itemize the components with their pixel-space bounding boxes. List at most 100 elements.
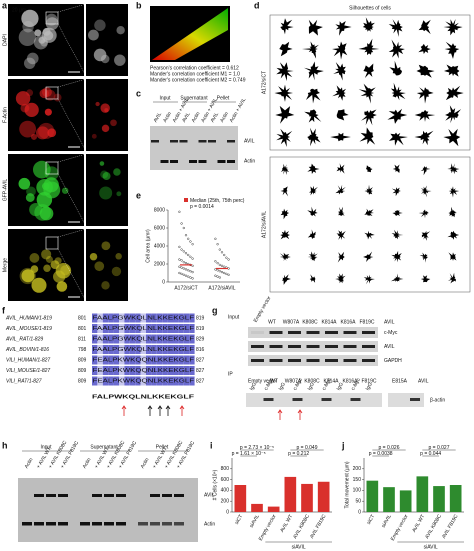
point — [218, 276, 221, 279]
x-tick-label: siCT — [234, 514, 244, 526]
cell-silhouette — [280, 18, 294, 35]
residue-box — [113, 313, 119, 323]
cell-silhouette — [444, 41, 460, 59]
band — [208, 140, 216, 143]
bar — [366, 480, 379, 512]
zoom-line — [57, 153, 87, 163]
point — [189, 276, 192, 279]
band — [170, 160, 178, 163]
residue-box — [129, 334, 136, 344]
roi-box — [45, 86, 59, 100]
mutation-arrow — [179, 405, 185, 416]
band — [410, 398, 420, 401]
residue-box — [146, 334, 152, 344]
residue-box — [129, 355, 136, 365]
cell — [45, 17, 59, 30]
point — [216, 269, 219, 272]
channel-label: DAPI — [2, 34, 8, 46]
residue-box — [189, 366, 195, 375]
residue-box — [102, 376, 109, 386]
residue-box — [113, 355, 119, 365]
p-value: p = 2.73 × 10⁻⁵ — [240, 445, 274, 451]
residue-box — [92, 313, 98, 323]
cell-silhouette — [332, 85, 347, 101]
x-tick-label: AVIL K808C — [424, 513, 443, 540]
point — [182, 250, 185, 253]
stat: Mander's correlation coefficient M1 = 1.… — [150, 71, 240, 77]
residue-box — [156, 313, 163, 323]
residue-box — [119, 376, 125, 386]
p-value: p = 0.026 — [379, 445, 400, 451]
p-value: p = 0.0038 — [369, 451, 393, 457]
band — [306, 331, 320, 334]
residue-box — [178, 355, 184, 365]
cell-silhouette — [448, 252, 457, 261]
sequence-logo: FALPWKQLNLKKEKGLF — [92, 394, 194, 400]
residue-box — [97, 334, 103, 344]
residue-box — [108, 324, 114, 333]
cell — [99, 186, 113, 200]
sequence-end: 829 — [196, 336, 205, 342]
point — [178, 258, 181, 261]
sequence-name: AVIL_HUMAN/1-819 — [5, 315, 52, 321]
cell-silhouette — [336, 109, 349, 121]
point — [216, 262, 219, 265]
residue-box — [102, 366, 109, 375]
band — [179, 140, 188, 143]
point — [184, 268, 188, 271]
band — [269, 359, 283, 362]
p-value: p = 0.044 — [420, 451, 441, 457]
panel-label: c — [136, 88, 141, 98]
band — [325, 359, 338, 362]
y-tick-label: 0 — [358, 509, 361, 515]
cell — [36, 192, 53, 208]
panel-label: h — [2, 440, 8, 450]
y-tick-label: 400 — [221, 488, 230, 494]
cell-silhouette — [418, 209, 429, 219]
residue-box — [162, 366, 168, 375]
cell — [115, 253, 122, 260]
cell-silhouette — [337, 251, 345, 263]
residue-box — [140, 376, 146, 386]
residue-box — [102, 334, 109, 344]
cell-silhouette — [333, 62, 346, 81]
residue-box — [113, 345, 119, 354]
band — [46, 522, 56, 526]
blot — [388, 393, 424, 407]
point — [227, 273, 230, 276]
scale-label: 20 µm — [12, 7, 26, 13]
lane-label: W807A — [283, 319, 300, 325]
p-value: p = 0.212 — [288, 451, 309, 457]
cell — [36, 126, 50, 140]
residue-box — [151, 324, 157, 333]
sequence-start: 801 — [78, 326, 87, 332]
cell-silhouette — [418, 43, 431, 54]
legend-text: Median (25th, 75th perc) — [190, 198, 245, 204]
point — [189, 255, 192, 258]
cell — [21, 269, 35, 283]
cell-silhouette — [359, 127, 376, 145]
lane-label: Empty vector — [248, 378, 278, 384]
cell-silhouette — [330, 132, 351, 142]
cell — [39, 88, 49, 99]
cell-silhouette — [444, 64, 460, 77]
residue-box — [189, 355, 195, 365]
x-tick-label: Empty vector — [258, 513, 278, 542]
residue-box — [146, 313, 152, 323]
residue-box — [129, 366, 136, 375]
cell-silhouette — [336, 230, 346, 240]
point — [187, 275, 190, 278]
residue-box — [162, 376, 168, 386]
cell-silhouette — [335, 273, 346, 284]
residue-box — [162, 334, 168, 344]
cell — [21, 9, 39, 28]
cell-silhouette — [280, 163, 290, 175]
cell-silhouette — [392, 210, 403, 216]
cell — [95, 101, 100, 107]
cell-silhouette — [332, 41, 348, 60]
residue-box — [146, 345, 152, 354]
cell-silhouette — [416, 87, 434, 104]
point — [191, 257, 194, 260]
point — [216, 243, 219, 246]
channel-label: Merge — [2, 258, 8, 272]
